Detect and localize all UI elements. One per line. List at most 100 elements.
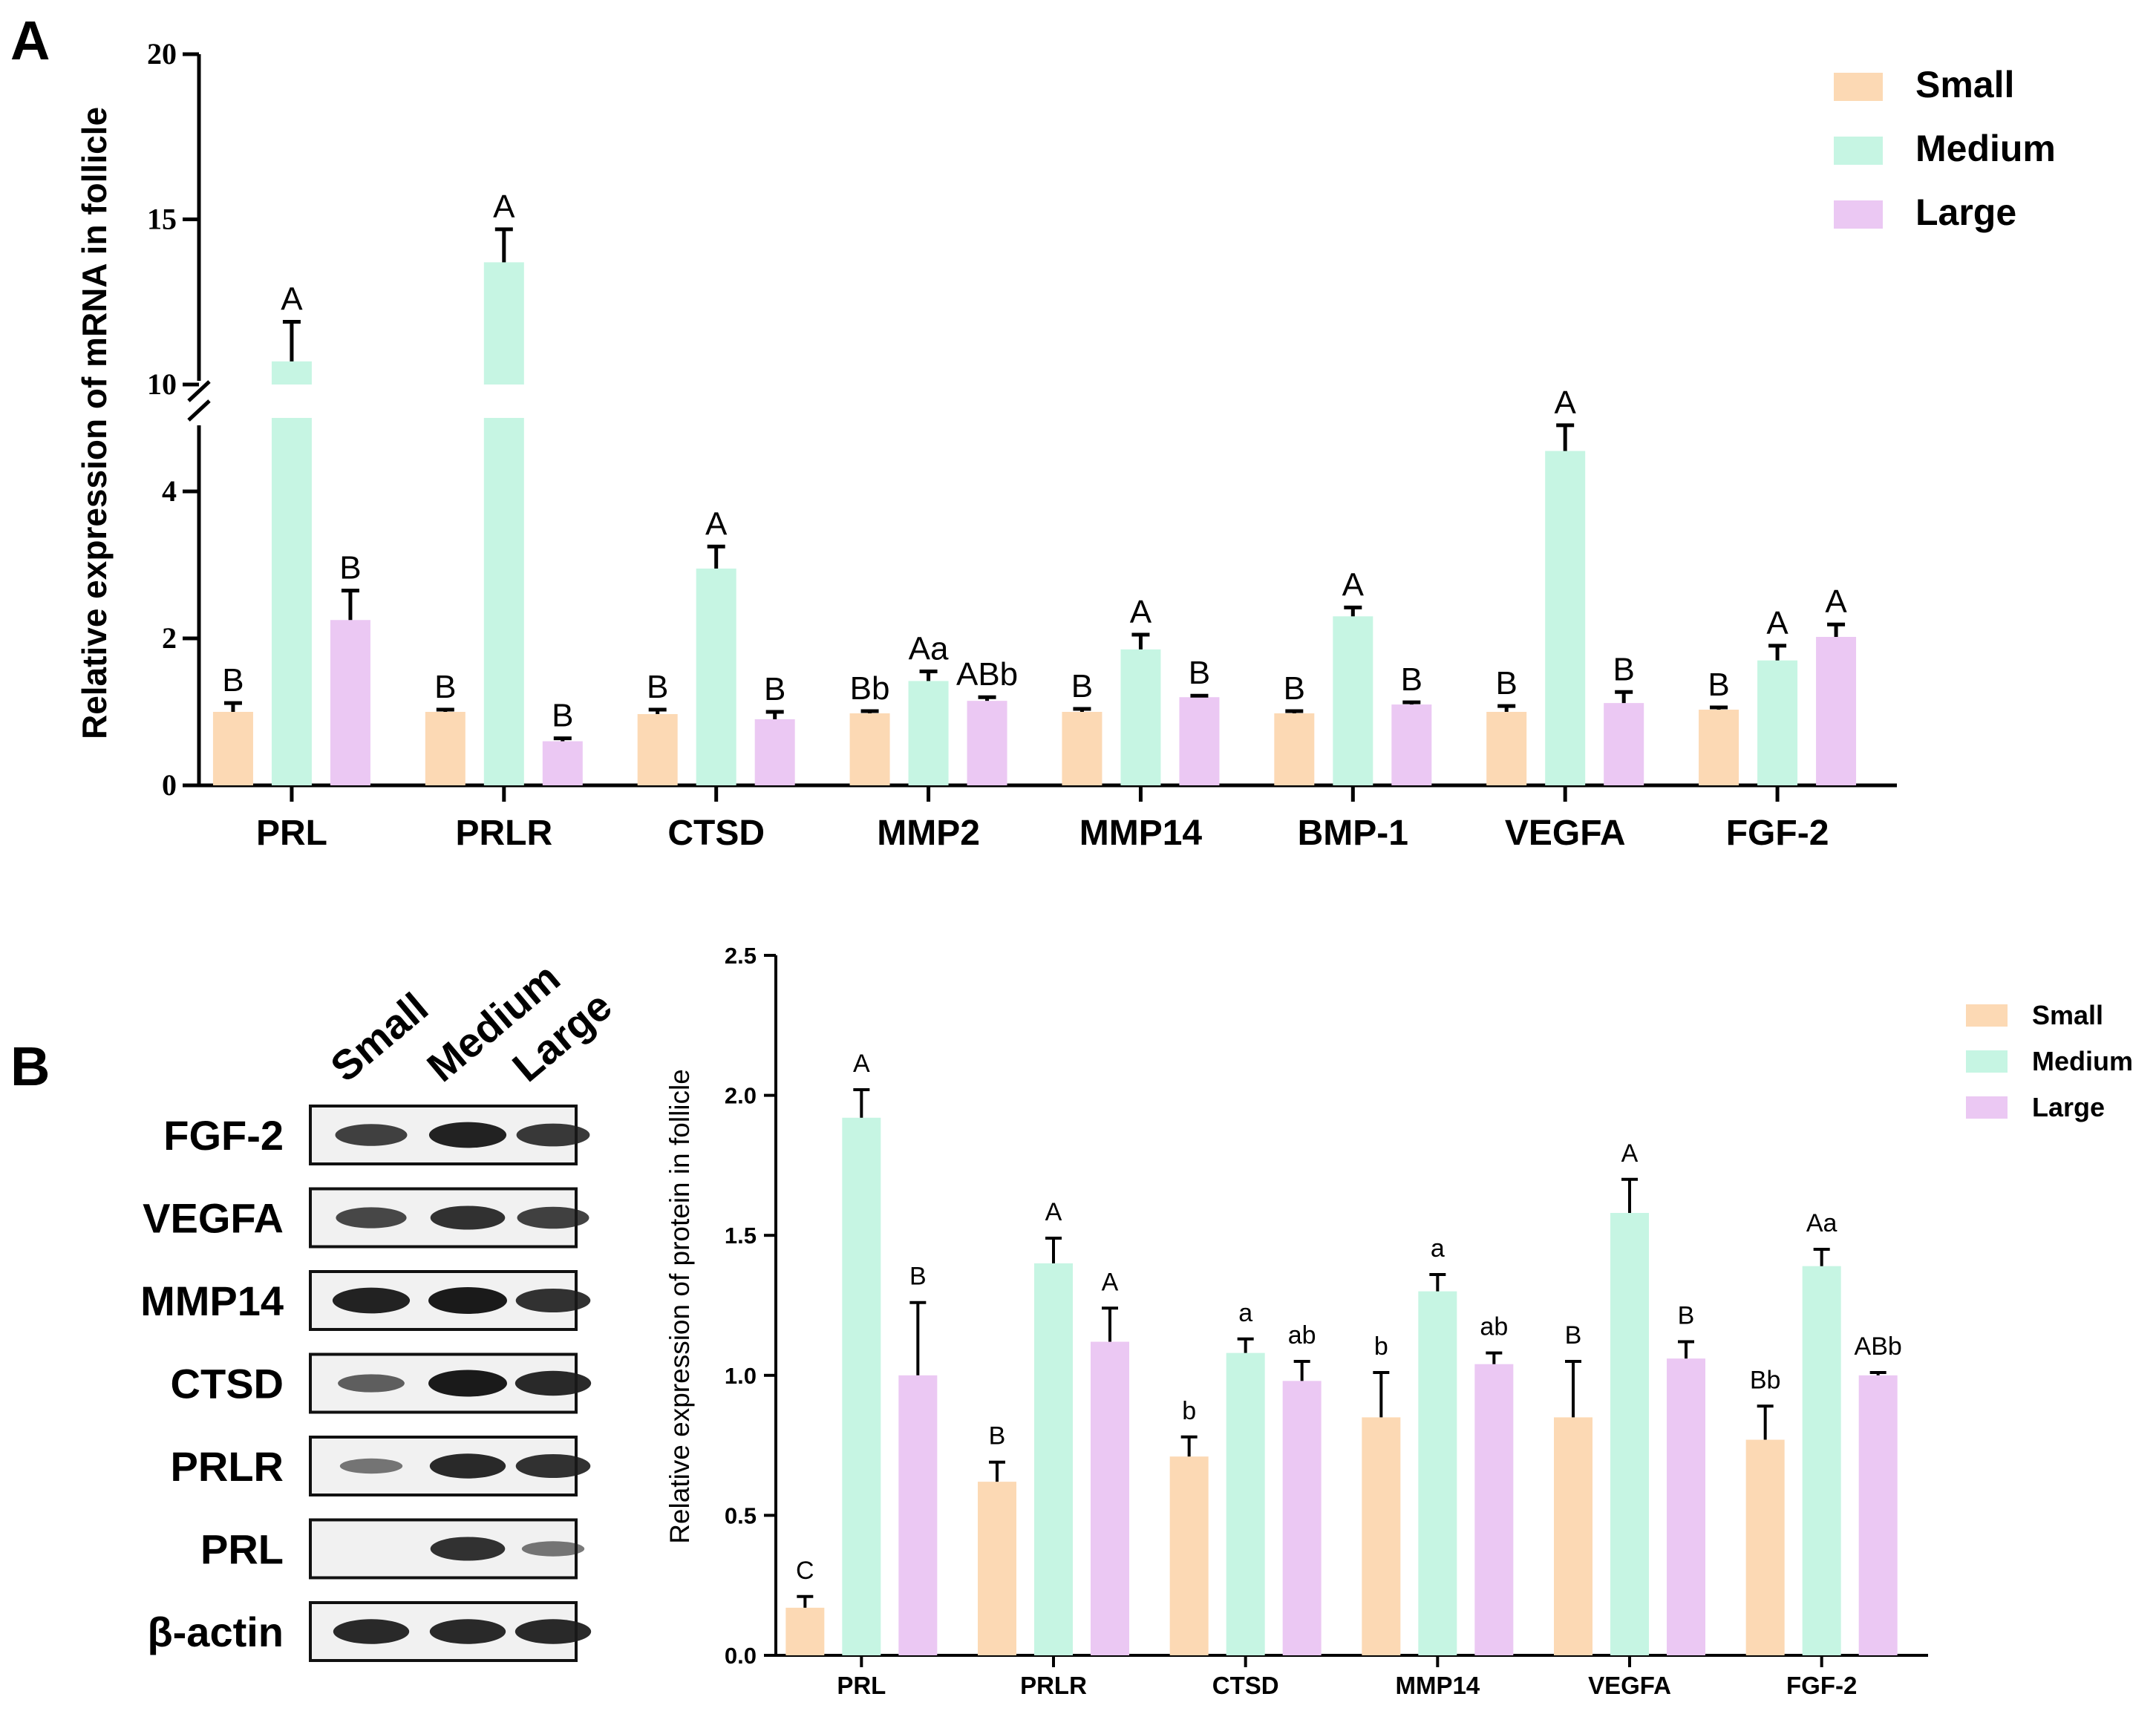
bar-medium-prl — [271, 418, 312, 785]
bar-small-fgf-2 — [1745, 1439, 1785, 1655]
legend-label-medium: Medium — [1915, 128, 2056, 169]
bar-large-mmp2 — [967, 701, 1007, 785]
significance-letter: B — [1708, 667, 1729, 703]
significance-letter: B — [1678, 1302, 1695, 1330]
y-tick-label: 1.5 — [725, 1223, 757, 1249]
legend-swatch-large — [1966, 1096, 2008, 1119]
significance-letter: A — [1045, 1198, 1062, 1226]
x-tick-label-fgf-2: FGF-2 — [1786, 1672, 1857, 1699]
x-tick-label-fgf-2: FGF-2 — [1726, 814, 1829, 853]
significance-letter: B — [1401, 661, 1422, 698]
bar-large-prl — [898, 1375, 938, 1655]
bar-medium-mmp14 — [1418, 1291, 1457, 1655]
significance-letter: B — [339, 550, 361, 586]
bar-small-mmp14 — [1362, 1417, 1401, 1655]
significance-letter: ABb — [956, 656, 1018, 693]
bar-large-prlr — [542, 741, 583, 785]
blot-band — [515, 1288, 591, 1313]
significance-letter: B — [222, 662, 244, 699]
axis-break-mark — [187, 380, 211, 402]
blot-band — [339, 1458, 403, 1474]
bar-small-prl — [212, 712, 253, 785]
y-tick-label: 15 — [147, 203, 177, 236]
x-tick-label-mmp14: MMP14 — [1079, 814, 1203, 853]
y-tick-label: 0 — [162, 768, 177, 802]
bar-large-prl — [330, 620, 370, 785]
blot-row-label-ctsd: CTSD — [171, 1361, 284, 1407]
blot-band — [516, 1123, 590, 1147]
blot-band — [428, 1370, 507, 1397]
western-blot: SmallMediumLargeFGF-2VEGFAMMP14CTSDPRLRP… — [140, 954, 621, 1662]
y-tick-label: 0.5 — [725, 1502, 757, 1528]
x-tick-label-prl: PRL — [256, 814, 327, 853]
significance-letter: B — [1496, 665, 1518, 701]
blot-band — [332, 1287, 411, 1314]
blot-row-label-mmp14: MMP14 — [140, 1277, 284, 1324]
significance-letter: A — [1825, 583, 1847, 620]
significance-letter: C — [796, 1557, 814, 1585]
significance-letter: B — [1284, 670, 1305, 707]
bar-small-fgf-2 — [1699, 710, 1740, 785]
bar-medium-ctsd — [1226, 1352, 1265, 1655]
significance-letter: A — [281, 281, 303, 317]
bar-large-fgf-2 — [1816, 637, 1857, 785]
blot-band — [430, 1205, 506, 1230]
significance-letter: B — [552, 698, 573, 734]
significance-letter: B — [909, 1263, 927, 1291]
significance-letter: ab — [1480, 1313, 1508, 1341]
significance-letter: ABb — [1855, 1332, 1902, 1361]
bar-large-ctsd — [754, 719, 795, 785]
blot-band — [517, 1206, 589, 1229]
significance-letter: a — [1238, 1299, 1252, 1327]
bar-large-bmp-1 — [1391, 704, 1432, 785]
y-tick-label: 0.0 — [725, 1643, 757, 1669]
legend-label-small: Small — [2032, 1000, 2103, 1030]
significance-letter: A — [1342, 566, 1365, 603]
x-tick-label-prlr: PRLR — [1020, 1672, 1087, 1699]
panel-b-label: B — [10, 1036, 50, 1097]
bar-small-prl — [785, 1607, 825, 1655]
significance-letter: ab — [1288, 1321, 1316, 1350]
bar-medium-fgf-2 — [1757, 660, 1798, 785]
bar-large-vegfa — [1604, 703, 1644, 785]
x-tick-label-bmp-1: BMP-1 — [1298, 814, 1408, 853]
mrna-chart: 0 2 4 10 15 20 Relative expression of mRNA in … — [75, 37, 2056, 853]
significance-letter: B — [989, 1422, 1006, 1450]
bar-medium-prlr — [483, 418, 524, 785]
bar-medium-vegfa — [1610, 1213, 1649, 1655]
bar-large-ctsd — [1282, 1381, 1322, 1655]
y-tick-label: 20 — [147, 37, 177, 71]
y-tick-label: 4 — [162, 474, 177, 508]
bar-small-vegfa — [1486, 712, 1527, 785]
bar-medium-prlr — [1034, 1263, 1073, 1655]
significance-letter: A — [853, 1050, 870, 1078]
significance-letter: B — [1071, 668, 1093, 704]
significance-letter: A — [1130, 594, 1152, 630]
x-tick-label-vegfa: VEGFA — [1505, 814, 1626, 853]
blot-band — [428, 1287, 507, 1314]
blot-band — [429, 1453, 506, 1479]
bar-small-mmp2 — [849, 713, 890, 785]
significance-letter: A — [1102, 1268, 1119, 1296]
blot-row-label-vegfa: VEGFA — [143, 1195, 284, 1242]
blot-row-label-fgf-2: FGF-2 — [163, 1112, 284, 1159]
y-tick-label: 1.0 — [725, 1363, 757, 1389]
bar-medium-prl-upper — [271, 361, 312, 385]
bar-large-mmp14 — [1474, 1364, 1514, 1655]
bar-medium-prlr-upper — [483, 262, 524, 385]
legend-label-large: Large — [1915, 192, 2016, 233]
blot-band — [428, 1122, 507, 1148]
y-axis-label: Relative expression of protein in follic… — [664, 1069, 695, 1544]
bar-large-vegfa — [1667, 1358, 1705, 1655]
significance-letter: A — [1555, 385, 1577, 421]
bar-small-bmp-1 — [1274, 713, 1315, 785]
blot-band — [515, 1453, 591, 1479]
blot-band — [333, 1619, 410, 1644]
legend-swatch-medium — [1834, 137, 1883, 165]
bar-medium-vegfa — [1545, 451, 1586, 785]
significance-letter: b — [1374, 1332, 1388, 1361]
significance-letter: A — [1621, 1139, 1639, 1168]
significance-letter: B — [1613, 651, 1635, 687]
blot-row-label--actin: β-actin — [147, 1609, 284, 1655]
